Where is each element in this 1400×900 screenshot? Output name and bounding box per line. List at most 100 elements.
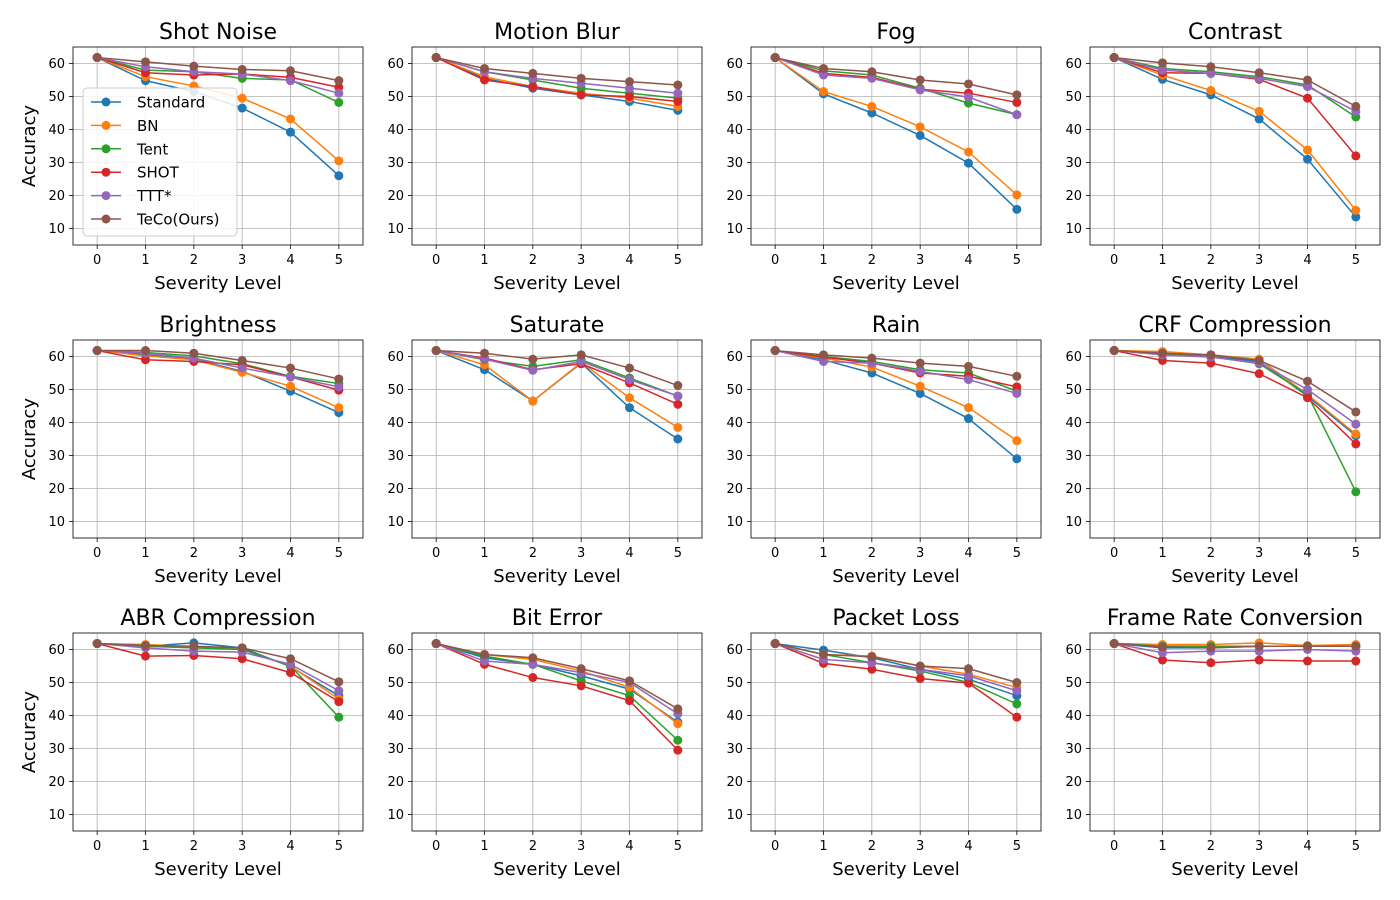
series-line-ttt-: [1114, 349, 1357, 425]
y-axis-label: Accuracy: [19, 398, 40, 481]
panel-6: 0 1 2 3 4 5 10 20 30 40 50 60 Saturate Severity Level: [387, 313, 703, 587]
data-point: [1206, 62, 1216, 72]
data-point: [286, 76, 295, 86]
panel-1: 0 1 2 3 4 5 10 20 30 40 50 60 Shot Noise Severity Lev…: [19, 20, 364, 294]
panel-title: Motion Blur: [494, 20, 621, 45]
data-point: [1254, 641, 1264, 651]
data-point: [673, 434, 683, 444]
panel-11: 0 1 2 3 4 5 10 20 30 40 50 60 Packet Loss Severity Le…: [726, 606, 1042, 880]
x-tick-label: 3: [1255, 253, 1263, 268]
series-line-teco-ours-: [436, 56, 678, 86]
x-tick-label: 3: [577, 839, 585, 854]
y-tick-label: 30: [387, 742, 404, 757]
series-line-tent: [435, 642, 679, 741]
panel-title: Fog: [876, 20, 915, 45]
axis-frame: [72, 46, 364, 246]
x-tick-label: 3: [916, 839, 924, 854]
data-point: [1351, 407, 1361, 417]
y-tick-label: 40: [1065, 123, 1082, 138]
data-point: [431, 346, 441, 356]
legend-marker: [101, 191, 111, 201]
axis-frame: [750, 46, 1042, 246]
y-tick-label: 20: [387, 189, 404, 204]
series-line-ttt-: [775, 349, 1018, 395]
x-axis-label: Severity Level: [832, 273, 960, 294]
data-point: [1254, 369, 1264, 379]
x-tick-label: 3: [916, 546, 924, 561]
series-line-standard: [1113, 56, 1357, 218]
data-point: [1012, 699, 1022, 709]
panel-4: 0 1 2 3 4 5 10 20 30 40 50 60 Contrast Severity Level: [1065, 20, 1381, 294]
data-point: [867, 652, 877, 662]
series-line-standard: [775, 642, 1018, 697]
x-tick-label: 0: [432, 546, 440, 561]
data-point: [625, 363, 634, 373]
x-axis-label: Severity Level: [493, 859, 621, 880]
data-point: [528, 354, 538, 364]
y-tick-label: 60: [387, 350, 404, 365]
data-point: [964, 414, 973, 424]
data-point: [1351, 205, 1361, 215]
series-line-ttt-: [435, 642, 679, 715]
x-tick-label: 3: [238, 546, 246, 561]
axis-frame: [750, 632, 1042, 832]
data-point: [1158, 58, 1167, 68]
panel-8: 0 1 2 3 4 5 10 20 30 40 50 60 CRF Compression Severit…: [1065, 313, 1381, 587]
data-point: [1206, 68, 1216, 78]
axis-frame: [1089, 339, 1381, 539]
data-point: [915, 122, 925, 132]
data-point: [625, 393, 634, 403]
axis-frame: [411, 339, 703, 539]
series-line-tent: [1114, 349, 1357, 493]
data-point: [189, 348, 199, 358]
y-tick-label: 20: [1065, 775, 1082, 790]
series-line-shot: [775, 349, 1017, 388]
data-point: [141, 651, 150, 661]
series-line-ttt-: [774, 56, 1018, 116]
data-point: [770, 53, 780, 63]
axis-frame: [750, 339, 1042, 539]
y-tick-label: 50: [726, 676, 743, 691]
data-point: [915, 381, 925, 391]
series-line-shot: [435, 56, 678, 103]
x-tick-label: 1: [480, 546, 488, 561]
data-point: [1303, 154, 1312, 164]
x-tick-label: 4: [286, 546, 294, 561]
series-line-teco-ours-: [97, 56, 339, 82]
data-point: [1303, 376, 1312, 386]
x-tick-label: 0: [771, 546, 779, 561]
axis-frame: [72, 339, 364, 539]
y-tick-label: 50: [48, 90, 65, 105]
panel-title: ABR Compression: [120, 606, 315, 631]
data-point: [528, 82, 538, 92]
y-tick-label: 60: [48, 643, 65, 658]
data-point: [286, 127, 295, 137]
data-point: [576, 350, 586, 360]
x-tick-label: 3: [238, 253, 246, 268]
y-tick-label: 20: [726, 189, 743, 204]
data-point: [1303, 75, 1312, 85]
x-tick-label: 1: [480, 839, 488, 854]
data-point: [334, 374, 344, 384]
data-point: [867, 664, 877, 674]
series-line-teco-ours-: [1114, 56, 1357, 108]
y-tick-label: 20: [48, 482, 65, 497]
data-point: [92, 639, 102, 649]
data-point: [867, 73, 877, 83]
y-tick-label: 50: [387, 676, 404, 691]
y-tick-label: 30: [1065, 156, 1082, 171]
data-point: [480, 75, 489, 85]
data-point: [480, 63, 489, 73]
data-point: [964, 79, 973, 89]
data-point: [1012, 382, 1022, 392]
data-point: [964, 671, 973, 681]
series-line-standard: [775, 349, 1018, 460]
x-tick-label: 5: [674, 253, 682, 268]
axis-frame: [411, 632, 703, 832]
x-tick-label: 3: [1255, 546, 1263, 561]
y-tick-label: 60: [1065, 350, 1082, 365]
data-point: [625, 696, 634, 706]
data-point: [964, 403, 973, 413]
legend-marker: [101, 120, 111, 130]
panel-10: 0 1 2 3 4 5 10 20 30 40 50 60 Bit Error Severity Leve…: [387, 606, 703, 880]
